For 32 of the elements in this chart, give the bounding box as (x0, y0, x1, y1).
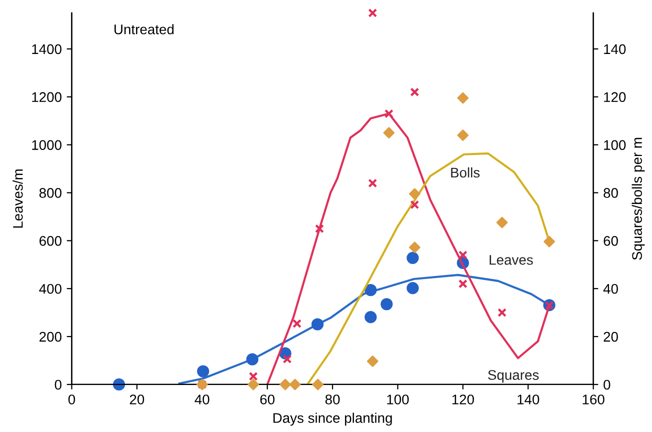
x-axis-title: Days since planting (273, 412, 392, 426)
y2-tick-label: 0 (604, 380, 610, 390)
y-tick-label: 800 (39, 188, 62, 198)
series-label: Leaves (490, 255, 533, 265)
y2-tick-label: 140 (604, 44, 626, 54)
x-tick-label: 100 (387, 394, 409, 404)
y2-tick-label: 40 (603, 284, 618, 294)
y2-tick-label: 100 (604, 140, 626, 150)
y-tick-label: 600 (40, 236, 62, 246)
y-tick-label: 400 (39, 284, 62, 294)
y-tick-label: 0 (54, 380, 62, 390)
series-label: Squares (488, 370, 539, 383)
y2-tick-label: 80 (604, 188, 618, 198)
x-tick-label: 80 (325, 394, 340, 404)
y-tick-label: 1200 (32, 92, 62, 102)
y-tick-label: 1000 (32, 140, 62, 150)
y2-tick-label: 20 (604, 332, 618, 342)
x-tick-label: 120 (452, 394, 474, 404)
y-tick-label: 200 (40, 332, 62, 342)
x-tick-label: 60 (260, 394, 274, 404)
series-label: Bolls (451, 167, 480, 178)
y-tick-label: 1400 (32, 44, 62, 54)
y2-axis-title: Squares/bolls per m (632, 138, 645, 260)
x-tick-label: 20 (130, 394, 144, 404)
y2-tick-label: 120 (604, 92, 626, 102)
y2-tick-label: 60 (604, 236, 618, 246)
x-tick-label: 40 (194, 394, 210, 404)
x-tick-label: 140 (518, 394, 540, 404)
y-axis-title: Leaves/m (12, 170, 23, 228)
x-tick-label: 0 (68, 394, 76, 404)
annotation: Untreated (114, 24, 174, 34)
x-tick-label: 160 (582, 394, 604, 404)
